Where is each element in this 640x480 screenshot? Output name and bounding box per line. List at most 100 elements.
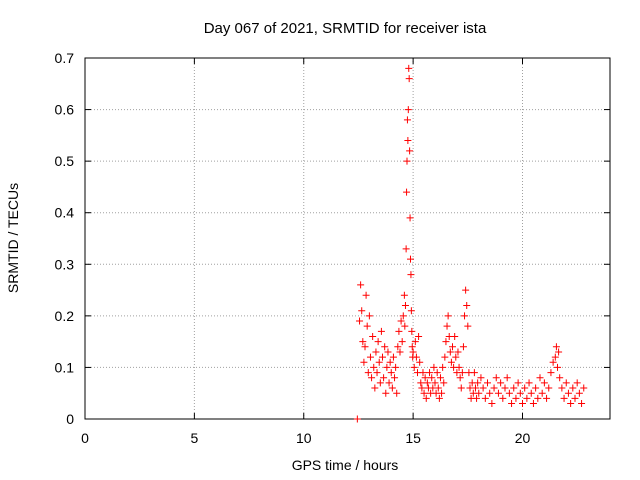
data-point [403,157,411,165]
data-point [408,327,416,335]
data-point [389,353,397,361]
data-point [547,369,555,377]
data-point [458,369,466,377]
data-point [501,384,509,392]
data-point [435,394,443,402]
data-point [484,379,491,387]
data-point [417,379,425,387]
data-point [409,348,417,356]
data-point [510,384,518,392]
data-point [477,374,485,382]
data-point [416,358,424,366]
y-tick-labels: 0 0.1 0.2 0.3 0.4 0.5 0.6 0.7 [55,50,75,427]
data-point [385,379,393,387]
data-point [554,363,561,371]
data-point [371,384,379,392]
data-point [527,389,535,397]
data-point [397,317,405,325]
data-point [534,394,542,402]
data-point [402,245,410,253]
data-point [456,374,464,382]
data-point [514,379,522,387]
data-point [366,353,374,361]
data-point [433,369,441,377]
data-point [380,374,388,382]
data-point [406,214,414,222]
data-point [439,363,447,371]
data-point [552,343,560,351]
data-point [408,343,416,351]
data-point [508,400,516,408]
data-point [536,374,544,382]
data-point [358,307,366,315]
x-tick-label: 20 [515,430,531,446]
data-point [464,322,472,330]
data-point [374,338,382,346]
y-tick-label: 0.1 [55,359,75,375]
y-tick-label: 0.7 [55,50,75,66]
data-point [375,358,383,366]
data-point [359,338,367,346]
y-tick-label: 0.2 [55,308,75,324]
data-point [523,394,531,402]
data-point [512,394,520,402]
data-point [405,64,413,72]
x-tick-label: 10 [296,430,312,446]
data-point [401,322,409,330]
data-point [459,343,467,351]
data-point [551,353,559,361]
data-point [361,343,369,351]
data-point [404,106,412,114]
data-point [407,307,415,315]
data-point [376,379,384,387]
data-point [532,384,540,392]
data-point [573,379,581,387]
data-point [428,374,436,382]
data-point [441,353,449,361]
data-point [451,332,459,340]
data-point [381,343,389,351]
data-point [569,384,577,392]
data-point [455,363,463,371]
data-point [488,400,496,408]
data-point [471,384,479,392]
data-point [505,389,513,397]
data-point [454,348,462,356]
data-point [481,394,489,402]
data-point [556,374,564,382]
x-tick-labels: 0 5 10 15 20 [81,430,530,446]
data-point [365,312,373,320]
data-point [384,348,392,356]
data-point [479,384,487,392]
x-axis-label: GPS time / hours [292,457,399,473]
grid-lines [85,58,610,419]
data-point [431,379,439,387]
data-point [560,394,568,402]
data-point [540,379,548,387]
data-point [360,358,368,366]
data-point [364,369,372,377]
data-point [543,394,551,402]
data-point [438,389,446,397]
data-point [406,147,414,155]
y-tick-label: 0.3 [55,256,75,272]
data-point [444,312,452,320]
data-point [404,137,412,145]
data-point [407,255,414,263]
data-point [529,400,537,408]
data-point [434,384,442,392]
data-point [457,384,465,392]
data-point [430,363,438,371]
data-point [363,322,371,330]
data-point [463,302,471,310]
y-tick-label: 0.5 [55,153,75,169]
data-point [440,379,448,387]
data-point [420,389,428,397]
data-point [490,384,498,392]
x-tick-label: 5 [190,430,198,446]
data-point [400,291,408,299]
plot-frame [84,57,611,420]
data-point [442,338,450,346]
data-point [399,312,407,320]
data-point [486,389,494,397]
